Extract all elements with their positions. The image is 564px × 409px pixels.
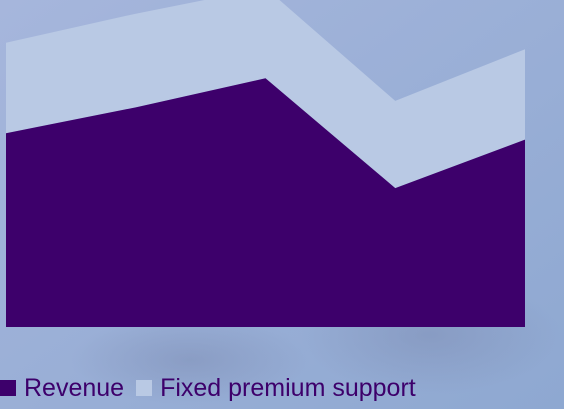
- legend-swatch-fixed-premium-support: [136, 380, 153, 396]
- area-series-revenue: [6, 78, 525, 327]
- legend-label-revenue: Revenue: [24, 374, 125, 402]
- legend: Revenue Fixed premium support: [0, 370, 428, 406]
- legend-item-revenue: Revenue: [0, 373, 124, 403]
- area-series-fixed-premium-support: [6, 0, 525, 189]
- legend-item-fixed-premium-support: Fixed premium support: [136, 373, 416, 403]
- legend-label-fixed-premium-support: Fixed premium support: [160, 374, 416, 402]
- legend-swatch-revenue: [0, 380, 16, 396]
- series-layer: [6, 0, 525, 327]
